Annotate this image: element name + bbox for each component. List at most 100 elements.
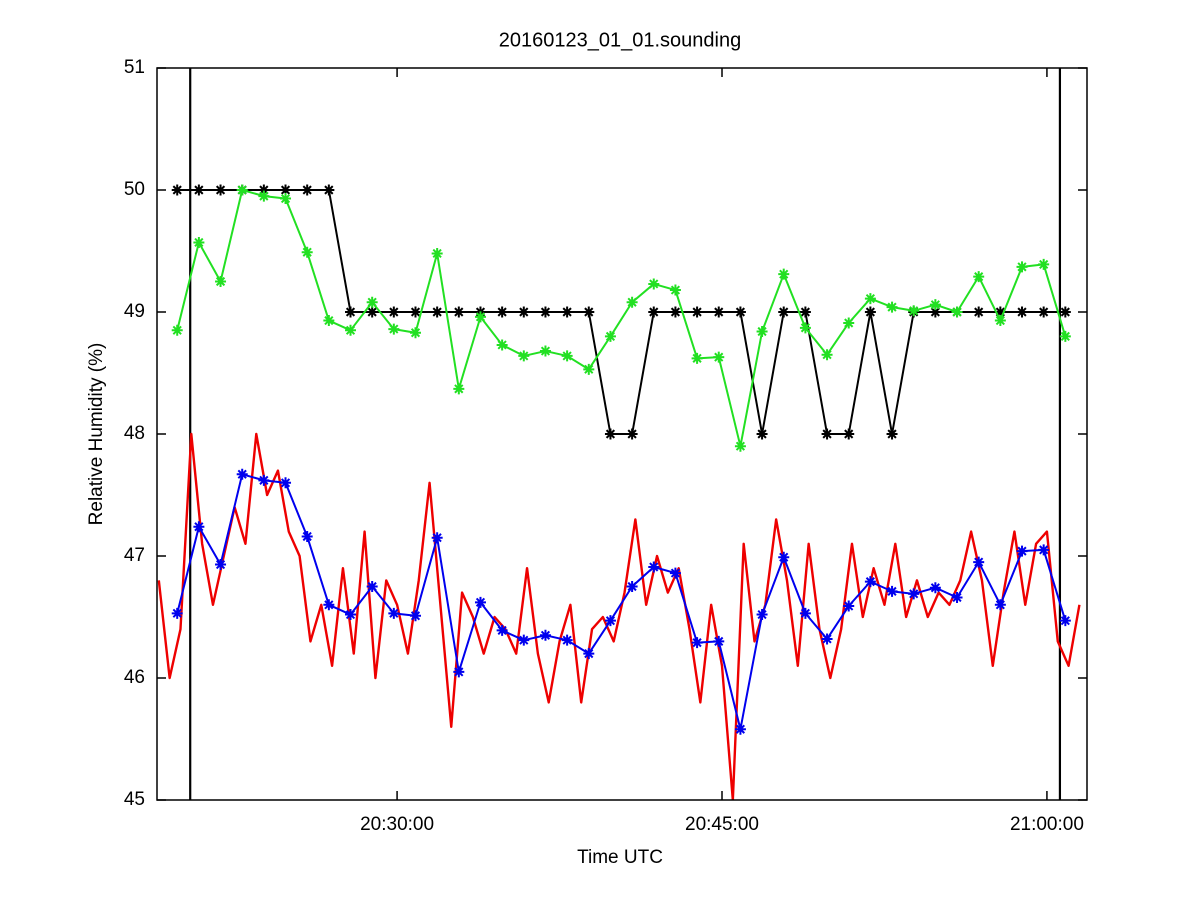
data-point bbox=[236, 184, 248, 196]
data-point bbox=[821, 428, 833, 440]
data-point bbox=[886, 301, 898, 313]
y-tick-label: 47 bbox=[124, 545, 145, 566]
data-point bbox=[648, 306, 660, 318]
data-point bbox=[409, 306, 421, 318]
data-point bbox=[799, 322, 811, 334]
data-point bbox=[1016, 261, 1028, 273]
y-tick-label: 51 bbox=[124, 57, 145, 78]
x-tick-label: 20:45:00 bbox=[685, 814, 759, 835]
data-point bbox=[821, 349, 833, 361]
series bbox=[171, 184, 1071, 440]
data-point bbox=[886, 585, 898, 597]
data-point bbox=[583, 648, 595, 660]
data-point bbox=[583, 306, 595, 318]
data-point bbox=[301, 184, 313, 196]
series-line bbox=[157, 432, 1081, 800]
data-point bbox=[691, 306, 703, 318]
data-point bbox=[669, 306, 681, 318]
data-point bbox=[1016, 306, 1028, 318]
data-point bbox=[799, 607, 811, 619]
y-tick-label: 49 bbox=[124, 301, 145, 322]
x-tick-label: 21:00:00 bbox=[1010, 814, 1084, 835]
y-tick-label: 45 bbox=[124, 789, 145, 810]
data-point bbox=[626, 428, 638, 440]
data-point bbox=[539, 629, 551, 641]
y-axis-label: Relative Humidity (%) bbox=[86, 343, 107, 526]
data-point bbox=[929, 299, 941, 311]
data-point bbox=[734, 723, 746, 735]
data-point bbox=[193, 184, 205, 196]
data-point bbox=[474, 311, 486, 323]
data-point bbox=[886, 428, 898, 440]
data-point bbox=[929, 306, 941, 318]
x-tick-label: 20:30:00 bbox=[360, 814, 434, 835]
data-point bbox=[323, 599, 335, 611]
data-point bbox=[518, 350, 530, 362]
data-point bbox=[691, 352, 703, 364]
data-point bbox=[431, 532, 443, 544]
data-point bbox=[1059, 306, 1071, 318]
data-point bbox=[561, 306, 573, 318]
data-point bbox=[778, 268, 790, 280]
data-point bbox=[1016, 545, 1028, 557]
data-point bbox=[756, 428, 768, 440]
data-point bbox=[1038, 544, 1050, 556]
data-point bbox=[301, 530, 313, 542]
data-point bbox=[973, 271, 985, 283]
data-point bbox=[171, 184, 183, 196]
data-point bbox=[951, 306, 963, 318]
data-point bbox=[713, 306, 725, 318]
series-line bbox=[176, 473, 1067, 731]
data-point bbox=[215, 559, 227, 571]
x-axis-label: Time UTC bbox=[577, 847, 663, 868]
data-point bbox=[323, 184, 335, 196]
data-point bbox=[496, 306, 508, 318]
data-point bbox=[280, 477, 292, 489]
data-point bbox=[409, 327, 421, 339]
data-point bbox=[301, 246, 313, 258]
data-point bbox=[539, 306, 551, 318]
data-point bbox=[734, 306, 746, 318]
data-point bbox=[713, 351, 725, 363]
data-point bbox=[518, 634, 530, 646]
data-point bbox=[215, 276, 227, 287]
data-point bbox=[280, 184, 292, 196]
data-point bbox=[215, 184, 227, 196]
data-point bbox=[561, 634, 573, 646]
data-point bbox=[388, 306, 400, 318]
data-point bbox=[1059, 330, 1071, 342]
data-point bbox=[604, 330, 616, 342]
data-point bbox=[864, 293, 876, 305]
data-point bbox=[453, 666, 465, 678]
data-point bbox=[539, 345, 551, 357]
data-point bbox=[409, 610, 421, 622]
data-point bbox=[280, 193, 292, 205]
data-point bbox=[713, 635, 725, 647]
data-point bbox=[843, 428, 855, 440]
data-point bbox=[496, 624, 508, 636]
data-point bbox=[994, 599, 1006, 611]
data-point bbox=[648, 278, 660, 290]
data-point bbox=[1038, 258, 1050, 270]
data-point bbox=[1059, 615, 1071, 627]
data-point bbox=[864, 306, 876, 318]
data-point bbox=[691, 637, 703, 649]
data-point bbox=[431, 306, 443, 318]
data-point bbox=[345, 609, 357, 621]
data-point bbox=[994, 315, 1006, 327]
data-point bbox=[453, 306, 465, 318]
axes-box bbox=[156, 67, 1088, 801]
data-point bbox=[734, 440, 746, 452]
data-point bbox=[799, 306, 811, 318]
data-point bbox=[626, 581, 638, 592]
data-point bbox=[453, 383, 465, 395]
data-point bbox=[973, 306, 985, 318]
data-point bbox=[366, 306, 378, 318]
data-point bbox=[604, 615, 616, 627]
data-point bbox=[929, 582, 941, 594]
chart-title: 20160123_01_01.sounding bbox=[499, 29, 741, 51]
data-point bbox=[669, 284, 681, 296]
data-point bbox=[258, 184, 270, 196]
